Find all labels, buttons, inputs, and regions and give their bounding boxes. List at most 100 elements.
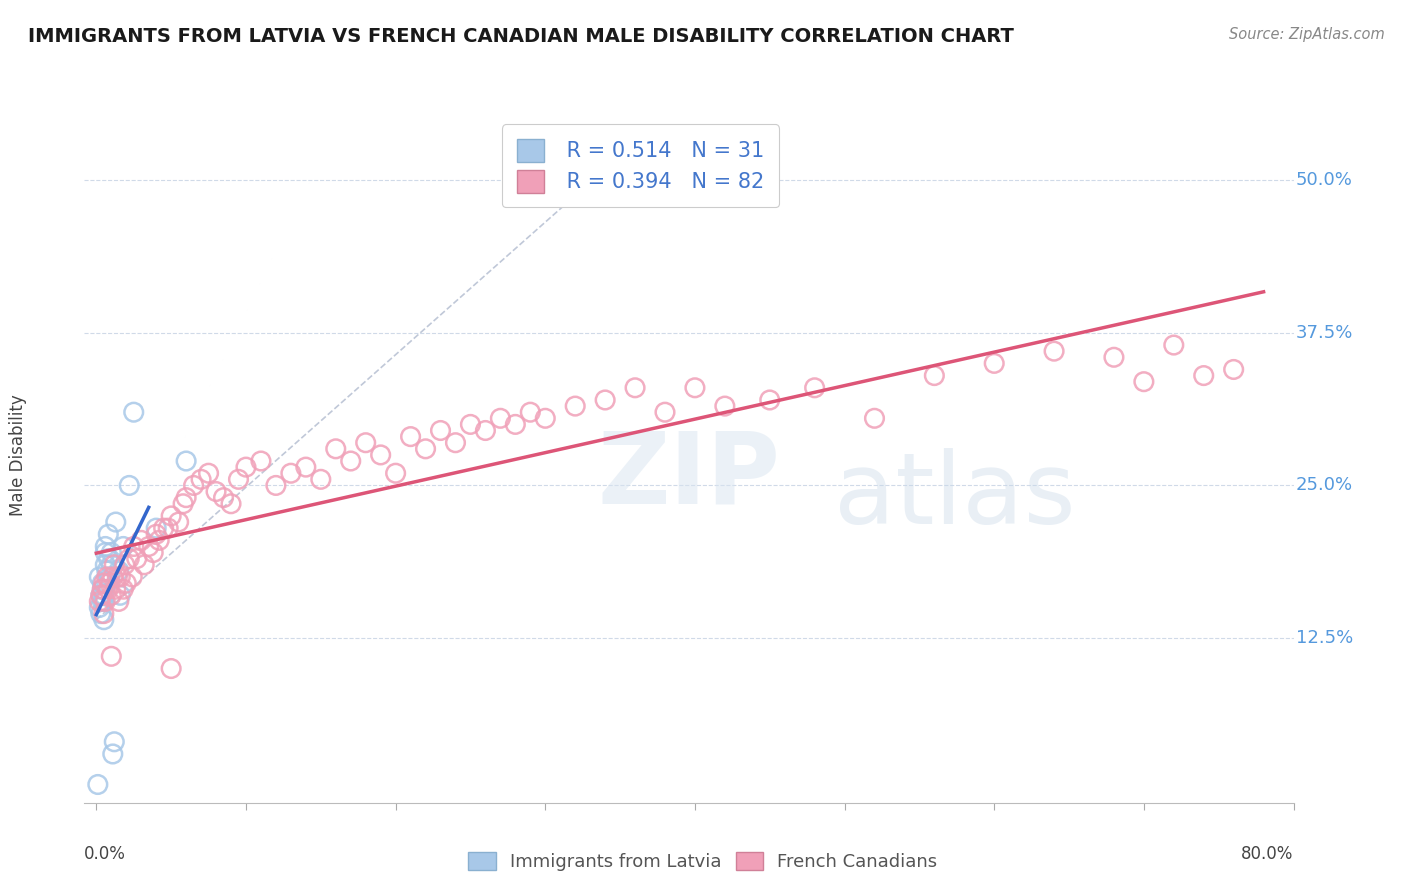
Point [100, 558, 122, 572]
Point [534, 411, 557, 425]
Legend:  R = 0.514   N = 31,  R = 0.394   N = 82: R = 0.514 N = 31, R = 0.394 N = 82 [502, 124, 779, 207]
Point [100, 588, 122, 602]
Point [110, 588, 132, 602]
Point [803, 381, 825, 395]
Point [98, 570, 121, 584]
Point [101, 747, 124, 761]
Point [96, 570, 118, 584]
Point [1043, 344, 1066, 359]
Point [564, 399, 586, 413]
Point [97, 582, 120, 597]
Point [104, 582, 127, 597]
Point [1102, 351, 1125, 365]
Point [1133, 375, 1156, 389]
Point [370, 448, 392, 462]
Point [96, 564, 118, 578]
Point [758, 392, 780, 407]
Point [205, 484, 228, 499]
Point [93, 576, 115, 591]
Point [103, 735, 125, 749]
Point [125, 551, 148, 566]
Text: 0.0%: 0.0% [84, 845, 127, 863]
Text: IMMIGRANTS FROM LATVIA VS FRENCH CANADIAN MALE DISABILITY CORRELATION CHART: IMMIGRANTS FROM LATVIA VS FRENCH CANADIA… [28, 27, 1014, 45]
Point [89, 570, 111, 584]
Point [107, 594, 129, 608]
Point [98, 576, 121, 591]
Point [460, 417, 482, 432]
Point [295, 460, 318, 475]
Point [145, 521, 167, 535]
Point [100, 649, 122, 664]
Point [118, 478, 141, 492]
Point [91, 576, 114, 591]
Point [112, 540, 135, 554]
Point [160, 661, 183, 675]
Point [121, 570, 143, 584]
Point [90, 588, 112, 602]
Text: atlas: atlas [834, 448, 1076, 545]
Point [654, 405, 676, 419]
Point [157, 521, 180, 535]
Text: 12.5%: 12.5% [1296, 629, 1353, 647]
Text: 50.0%: 50.0% [1296, 171, 1353, 189]
Point [212, 491, 235, 505]
Point [219, 497, 242, 511]
Point [489, 411, 512, 425]
Point [309, 472, 332, 486]
Point [122, 540, 145, 554]
Point [93, 594, 115, 608]
Point [103, 558, 125, 572]
Point [152, 521, 174, 535]
Point [474, 424, 496, 438]
Point [138, 540, 160, 554]
Point [93, 607, 115, 621]
Point [90, 607, 112, 621]
Point [593, 392, 616, 407]
Point [354, 435, 377, 450]
Text: 25.0%: 25.0% [1296, 476, 1353, 494]
Point [429, 424, 451, 438]
Point [167, 515, 190, 529]
Point [183, 478, 205, 492]
Point [129, 533, 152, 548]
Point [415, 442, 437, 456]
Point [1222, 362, 1244, 376]
Point [399, 429, 422, 443]
Point [174, 491, 197, 505]
Point [89, 600, 111, 615]
Point [172, 497, 194, 511]
Point [100, 545, 122, 559]
Point [148, 533, 170, 548]
Point [94, 540, 117, 554]
Point [101, 570, 124, 584]
Point [145, 527, 167, 541]
Text: Source: ZipAtlas.com: Source: ZipAtlas.com [1229, 27, 1385, 42]
Text: ZIP: ZIP [598, 427, 780, 524]
Point [94, 545, 117, 559]
Point [624, 381, 647, 395]
Point [1163, 338, 1185, 352]
Point [174, 454, 197, 468]
Point [122, 405, 145, 419]
Point [142, 545, 165, 559]
Point [110, 570, 132, 584]
Point [280, 467, 302, 481]
Text: 37.5%: 37.5% [1296, 324, 1354, 342]
Point [91, 582, 114, 597]
Point [863, 411, 886, 425]
Point [339, 454, 361, 468]
Point [714, 399, 737, 413]
Point [228, 472, 250, 486]
Point [197, 467, 219, 481]
Point [94, 594, 117, 608]
Point [97, 527, 120, 541]
Point [115, 576, 138, 591]
Text: Male Disability: Male Disability [8, 394, 27, 516]
Point [90, 588, 112, 602]
Point [519, 405, 541, 419]
Point [235, 460, 257, 475]
Point [505, 417, 527, 432]
Point [94, 558, 117, 572]
Point [444, 435, 467, 450]
Point [384, 467, 406, 481]
